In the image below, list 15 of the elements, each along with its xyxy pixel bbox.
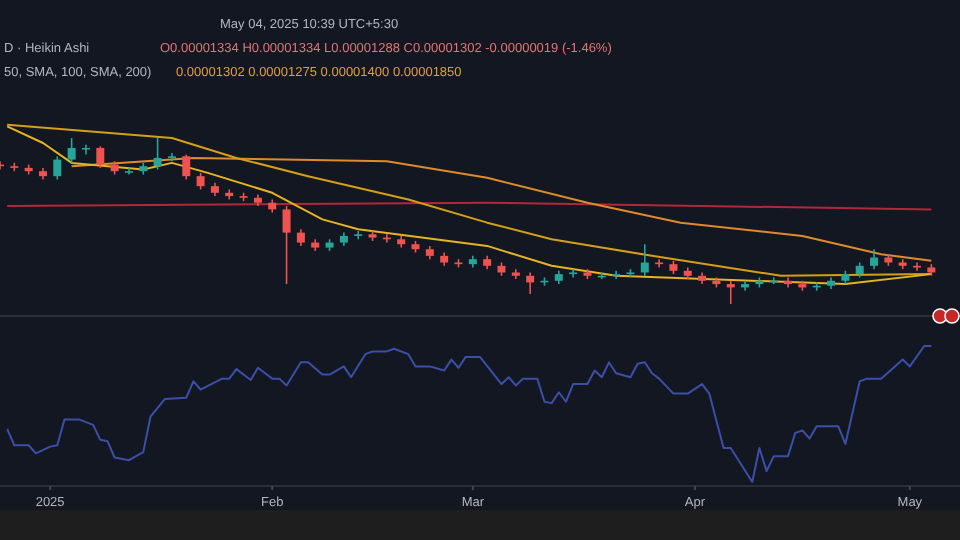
candlestick xyxy=(67,137,76,164)
candlestick xyxy=(167,152,176,163)
candlestick xyxy=(569,268,578,279)
candlestick xyxy=(124,167,133,176)
candlestick xyxy=(153,137,162,171)
candlestick xyxy=(612,270,621,280)
candlestick xyxy=(53,155,62,181)
candlestick xyxy=(640,243,649,277)
candlestick xyxy=(96,145,105,169)
candlestick xyxy=(354,230,363,241)
candlestick xyxy=(182,153,191,181)
candlestick xyxy=(282,205,291,285)
candlestick xyxy=(81,143,90,156)
candlestick xyxy=(870,248,879,270)
candlestick xyxy=(526,271,535,295)
